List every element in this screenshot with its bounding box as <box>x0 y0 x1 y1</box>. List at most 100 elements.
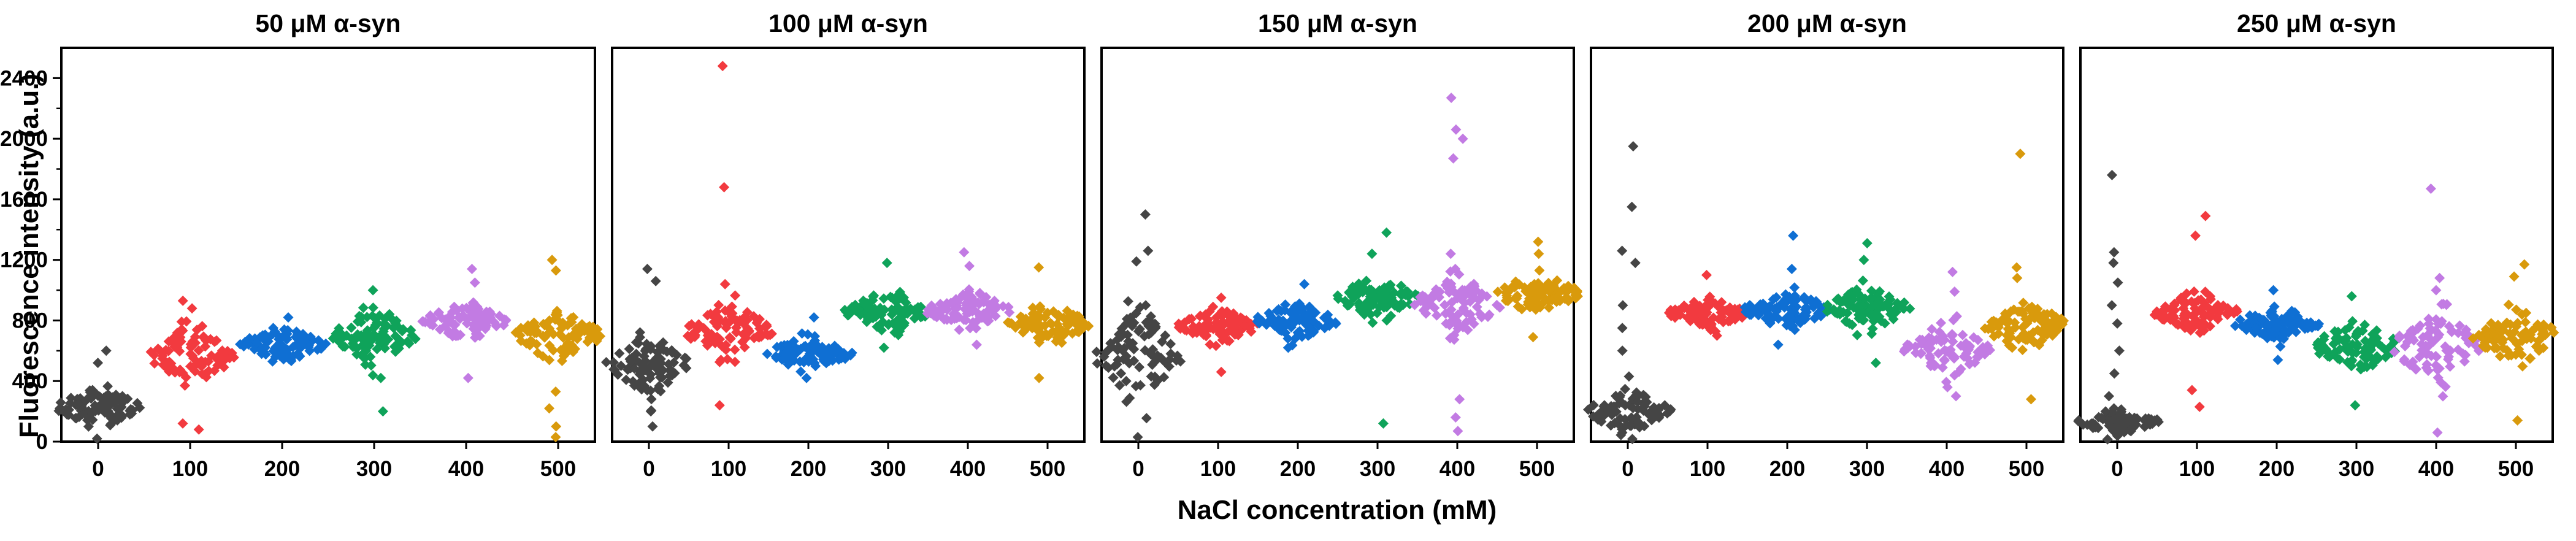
data-point <box>354 310 365 321</box>
data-point <box>1457 133 1468 144</box>
data-point <box>548 329 559 340</box>
data-point <box>1788 230 1799 241</box>
data-point <box>491 321 502 332</box>
x-tick-label: 100 <box>172 457 208 481</box>
data-point <box>577 319 588 330</box>
data-point <box>1446 304 1457 315</box>
data-point <box>1533 298 1544 309</box>
data-point <box>1501 290 1512 301</box>
data-point <box>1254 315 1265 326</box>
data-point <box>115 394 126 405</box>
data-point <box>1861 238 1873 248</box>
data-point <box>2406 332 2417 343</box>
data-point <box>949 313 960 324</box>
data-point <box>802 329 813 340</box>
data-point <box>1359 309 1370 320</box>
data-point <box>381 320 392 331</box>
data-point <box>1381 227 1392 238</box>
data-point <box>1430 288 1440 298</box>
data-point <box>2330 333 2341 344</box>
data-point <box>85 385 95 396</box>
data-point <box>2173 319 2184 330</box>
data-point <box>2200 210 2211 221</box>
data-point <box>1132 432 1143 443</box>
data-point <box>739 342 750 353</box>
data-point <box>1976 343 1987 355</box>
data-point <box>1644 409 1655 420</box>
data-point <box>1799 292 1810 302</box>
data-point <box>742 307 753 318</box>
x-tick-label: 500 <box>1519 457 1555 481</box>
data-point <box>2129 412 2140 423</box>
data-point <box>2272 355 2283 366</box>
data-point <box>1301 315 1313 326</box>
data-point <box>795 366 807 377</box>
data-point <box>2025 312 2036 323</box>
data-point <box>2007 342 2018 353</box>
data-point <box>1898 303 1909 314</box>
data-point <box>1870 358 1881 369</box>
data-point <box>2443 354 2453 365</box>
data-point <box>372 343 383 355</box>
data-point <box>1378 418 1389 429</box>
data-point <box>2520 317 2531 328</box>
x-tick-label: 100 <box>2179 457 2215 481</box>
data-point <box>588 321 599 332</box>
panel-title: 150 μM α-syn <box>1258 9 1417 37</box>
data-point <box>663 359 674 370</box>
panel-frame <box>60 47 596 443</box>
data-point <box>2189 303 2200 314</box>
data-point <box>1640 391 1651 402</box>
data-point <box>719 182 730 193</box>
data-point <box>1654 402 1665 413</box>
data-point <box>634 378 645 389</box>
data-point <box>1949 353 1960 364</box>
y-tick-label: 1200 <box>0 248 48 272</box>
data-point <box>1533 278 1544 289</box>
data-point <box>1465 309 1476 320</box>
data-point <box>2011 262 2022 273</box>
data-point <box>180 380 190 391</box>
data-point <box>1033 262 1045 273</box>
data-point <box>965 323 976 334</box>
data-point <box>181 316 192 327</box>
data-point <box>642 264 653 274</box>
data-point <box>201 335 212 346</box>
panel-frame <box>1100 47 1575 443</box>
data-point <box>1963 345 1974 355</box>
data-point <box>2340 324 2351 336</box>
data-point <box>190 366 201 377</box>
data-point <box>2036 316 2047 326</box>
data-point <box>989 304 1000 315</box>
data-point <box>724 305 735 316</box>
data-point <box>1083 320 1094 331</box>
data-point <box>346 322 357 333</box>
data-point <box>1621 420 1632 431</box>
data-point <box>2026 334 2037 345</box>
data-point <box>303 342 314 353</box>
data-point <box>2156 311 2167 321</box>
data-point <box>377 406 388 417</box>
data-point <box>788 348 799 359</box>
data-point <box>1834 309 1846 320</box>
data-point <box>1165 339 1176 350</box>
data-point <box>894 326 905 337</box>
data-point <box>2250 323 2261 334</box>
data-point <box>1552 275 1563 286</box>
data-point <box>1271 305 1282 317</box>
x-tick-label: 200 <box>791 457 826 481</box>
data-point <box>1947 336 1958 347</box>
data-point <box>54 403 65 414</box>
data-point <box>1702 302 1713 313</box>
data-point <box>801 372 812 383</box>
data-point <box>1004 307 1015 318</box>
data-point <box>554 317 565 328</box>
data-point <box>279 324 289 335</box>
data-point <box>1179 317 1190 328</box>
data-point <box>1874 286 1885 297</box>
data-point <box>1067 328 1078 339</box>
data-point <box>1035 301 1046 312</box>
data-point <box>905 303 916 314</box>
data-point <box>600 357 611 367</box>
data-point <box>2503 299 2514 310</box>
